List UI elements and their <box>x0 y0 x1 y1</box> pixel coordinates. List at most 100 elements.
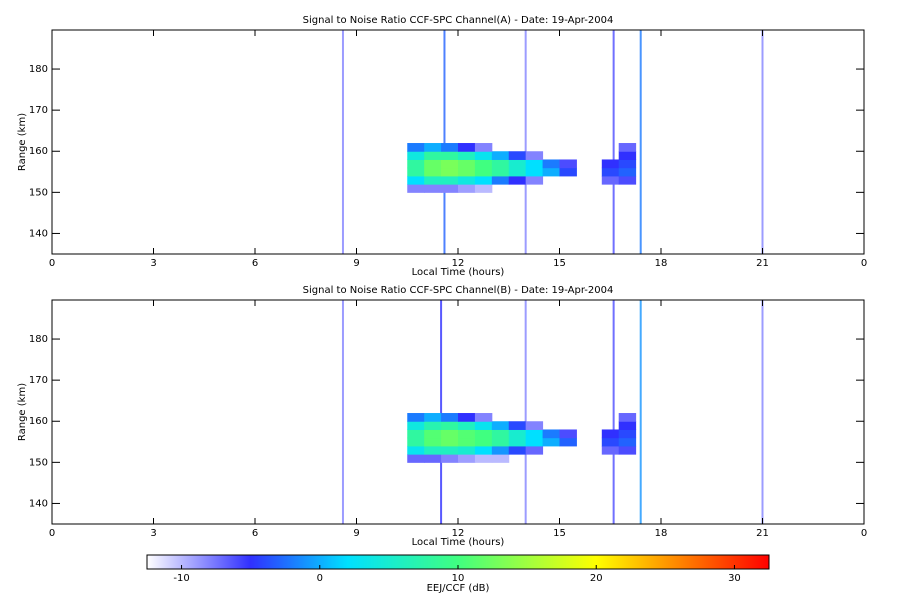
colorbar-tick-label: 20 <box>590 573 603 584</box>
heatmap-cell <box>441 421 459 430</box>
heatmap-cell <box>407 151 425 160</box>
x-tick-label: 9 <box>353 258 359 269</box>
y-axis-label: Range (km) <box>17 383 28 441</box>
heatmap-cell <box>474 175 493 185</box>
heatmap-cell <box>458 421 476 430</box>
x-tick-label: 0 <box>861 528 867 539</box>
heatmap-cell <box>618 437 637 447</box>
heatmap-cell <box>458 167 476 177</box>
heatmap-cell <box>407 445 425 455</box>
heatmap-cell <box>424 413 442 422</box>
heatmap-cell <box>542 437 560 447</box>
heatmap-cell <box>474 421 493 430</box>
interference-stripe <box>524 300 527 524</box>
heatmap-cell <box>441 454 459 463</box>
interference-stripe <box>524 30 527 254</box>
heatmap-cell <box>407 437 425 447</box>
heatmap-cell <box>441 151 459 160</box>
heatmap-cell <box>458 445 476 455</box>
heatmap-cell <box>508 421 527 430</box>
heatmap-cell <box>424 167 442 177</box>
heatmap-cell <box>458 151 476 160</box>
x-tick-label: 6 <box>252 258 258 269</box>
heatmap-cell <box>441 167 459 177</box>
interference-stripe <box>341 300 344 524</box>
heatmap-cell <box>441 413 459 422</box>
y-tick-label: 140 <box>29 228 48 239</box>
x-tick-label: 12 <box>452 258 465 269</box>
heatmap-cell <box>542 159 560 169</box>
heatmap-cell <box>491 429 510 439</box>
heatmap-cell <box>618 175 637 185</box>
heatmap-cell <box>407 429 425 439</box>
y-tick-label: 160 <box>29 416 48 427</box>
x-axis-label: Local Time (hours) <box>412 537 505 548</box>
y-tick-label: 160 <box>29 146 48 157</box>
heatmap-cell <box>542 167 560 177</box>
x-tick-label: 18 <box>655 258 668 269</box>
heatmap-cell <box>458 143 476 152</box>
heatmap-cell <box>542 429 560 439</box>
heatmap-cell <box>474 413 493 422</box>
heatmap-cell <box>601 175 620 185</box>
heatmap-cell <box>474 454 493 463</box>
x-tick-label: 3 <box>150 528 156 539</box>
heatmap-cell <box>407 421 425 430</box>
heatmap-cell <box>458 184 476 193</box>
heatmap-cell <box>407 454 425 463</box>
heatmap-cell <box>441 445 459 455</box>
heatmap-cell <box>525 159 544 169</box>
heatmap-cell <box>559 437 577 447</box>
x-tick-label: 15 <box>553 258 566 269</box>
x-tick-label: 0 <box>49 258 55 269</box>
interference-stripe <box>761 300 764 524</box>
heatmap-cell <box>508 159 527 169</box>
heatmap-cell <box>491 151 510 160</box>
heatmap-cell <box>508 167 527 177</box>
heatmap-cell <box>441 429 459 439</box>
heatmap-cell <box>441 159 459 169</box>
y-axis-label: Range (km) <box>17 113 28 171</box>
interference-stripe <box>612 30 615 254</box>
heatmap-cell <box>525 437 544 447</box>
heatmap-cell <box>441 143 459 152</box>
y-tick-label: 150 <box>29 187 48 198</box>
heatmap-cell <box>508 175 527 185</box>
heatmap-cell <box>618 143 637 152</box>
interference-stripe <box>341 30 344 254</box>
x-tick-label: 0 <box>861 258 867 269</box>
heatmap-cell <box>458 437 476 447</box>
heatmap-cell <box>424 143 442 152</box>
interference-stripe <box>761 30 764 254</box>
x-tick-label: 9 <box>353 528 359 539</box>
heatmap-cell <box>559 159 577 169</box>
heatmap-cell <box>407 143 425 152</box>
heatmap-cell <box>441 437 459 447</box>
heatmap-cell <box>424 454 442 463</box>
heatmap-cell <box>491 159 510 169</box>
heatmap-cell <box>491 445 510 455</box>
x-tick-label: 12 <box>452 528 465 539</box>
plot-frame <box>51 29 865 255</box>
heatmap-cell <box>508 445 527 455</box>
heatmap-cell <box>601 429 620 439</box>
heatmap-cell <box>458 454 476 463</box>
heatmap-cell <box>424 151 442 160</box>
colorbar-tick-label: -10 <box>173 573 189 584</box>
x-tick-label: 0 <box>49 528 55 539</box>
interference-stripe <box>639 300 642 524</box>
heatmap-cell <box>491 167 510 177</box>
heatmap-cell <box>424 429 442 439</box>
heatmap-cell <box>618 159 637 169</box>
interference-stripe <box>443 30 446 254</box>
interference-stripe <box>440 300 443 524</box>
x-tick-label: 6 <box>252 528 258 539</box>
heatmap-cell <box>618 421 637 430</box>
interference-stripe <box>612 300 615 524</box>
heatmap-cell <box>441 184 459 193</box>
heatmap-cell <box>491 175 510 185</box>
heatmap-cell <box>508 429 527 439</box>
heatmap-cell <box>618 413 637 422</box>
heatmap-cell <box>601 167 620 177</box>
heatmap-cell <box>474 184 493 193</box>
